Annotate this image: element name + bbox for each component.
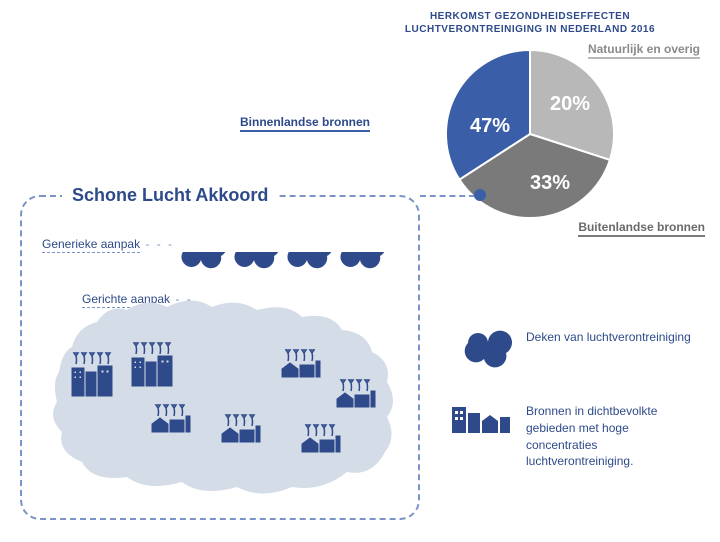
connector-line bbox=[420, 195, 475, 197]
pct-natuur: 20% bbox=[550, 93, 590, 115]
legend-deken-text: Deken van luchtverontreiniging bbox=[526, 325, 691, 346]
legend-bronnen-text: Bronnen in dichtbevolkte gebieden met ho… bbox=[526, 399, 700, 470]
label-buiten: Buitenlandse bronnen bbox=[578, 220, 705, 237]
legend-bronnen: Bronnen in dichtbevolkte gebieden met ho… bbox=[450, 399, 700, 470]
map-area bbox=[37, 252, 407, 507]
clouds-row bbox=[181, 252, 385, 268]
pie-chart-section: HERKOMST GEZONDHEIDSEFFECTEN LUCHTVERONT… bbox=[360, 10, 700, 224]
pie-chart: 20% 33% 47% bbox=[440, 44, 620, 224]
pie-title-line2: LUCHTVERONTREINIGING IN NEDERLAND 2016 bbox=[360, 23, 700, 36]
main-title: Schone Lucht Akkoord bbox=[62, 185, 278, 206]
connector-dot bbox=[474, 189, 486, 201]
pie-title: HERKOMST GEZONDHEIDSEFFECTEN LUCHTVERONT… bbox=[360, 10, 700, 36]
legend-deken: Deken van luchtverontreiniging bbox=[450, 325, 700, 371]
label-generieke: Generieke aanpak - - - bbox=[42, 237, 174, 251]
pct-binnen: 47% bbox=[470, 115, 510, 137]
legend: Deken van luchtverontreiniging Bronnen i… bbox=[450, 325, 700, 498]
main-box: Schone Lucht Akkoord Generieke aanpak - … bbox=[20, 195, 420, 520]
label-binnen: Binnenlandse bronnen bbox=[240, 115, 370, 132]
buildings-icon bbox=[450, 399, 514, 439]
pie-title-line1: HERKOMST GEZONDHEIDSEFFECTEN bbox=[360, 10, 700, 23]
cloud-icon bbox=[450, 325, 514, 371]
label-natuur: Natuurlijk en overig bbox=[588, 42, 700, 59]
pct-buiten: 33% bbox=[530, 172, 570, 194]
